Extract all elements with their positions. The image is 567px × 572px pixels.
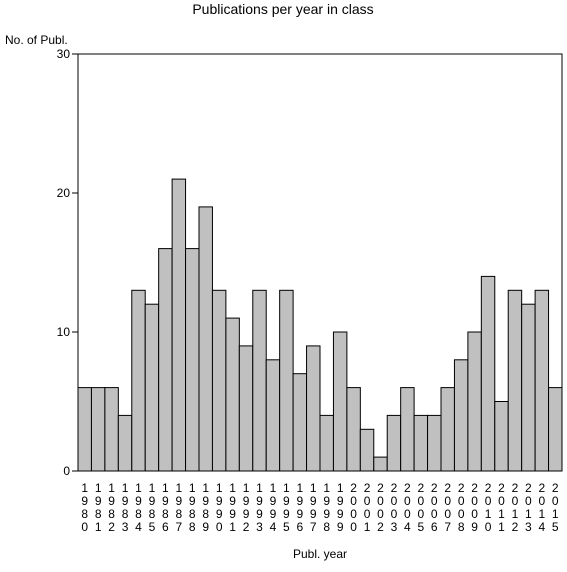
- bar: [373, 456, 388, 472]
- x-axis-label: Publ. year: [293, 547, 347, 561]
- bar: [144, 303, 160, 472]
- bar: [306, 345, 321, 472]
- y-tick-label: 10: [57, 325, 71, 339]
- bars: [77, 178, 563, 472]
- bar: [494, 401, 509, 472]
- chart-title: Publications per year in class: [192, 1, 373, 17]
- bar: [171, 178, 187, 472]
- bar: [346, 387, 361, 472]
- bar: [386, 414, 402, 472]
- bar: [225, 317, 240, 472]
- bar: [198, 206, 213, 472]
- bar: [158, 248, 173, 472]
- bar: [332, 331, 348, 472]
- bar: [279, 289, 294, 472]
- bar: [265, 359, 281, 472]
- y-axis-label: No. of Publ.: [5, 33, 68, 47]
- bar: [440, 387, 455, 472]
- bar: [359, 428, 375, 472]
- bar: [104, 387, 119, 472]
- bar: [548, 387, 563, 472]
- bar: [131, 289, 146, 472]
- bar: [534, 289, 550, 472]
- y-tick-label: 20: [57, 186, 71, 200]
- x-tick-labels: 1 9 8 0 1 9 8 1 1 9 8 2 1 9 8 3 1 9 8 4 1 9 8 5 1 9 8 6 1 9 8 7 1 9 8 8 1 9 8 9…: [81, 481, 559, 534]
- bar: [117, 414, 133, 472]
- bar: [413, 414, 429, 472]
- bar: [319, 414, 334, 472]
- bar: [467, 331, 482, 472]
- bar: [252, 289, 267, 472]
- bar: [211, 289, 227, 472]
- bar: [292, 373, 308, 472]
- bar: [400, 387, 415, 472]
- y-tick-label: 30: [57, 47, 71, 61]
- bar: [521, 303, 536, 472]
- bar: [480, 275, 496, 472]
- bar: [453, 359, 469, 472]
- bar: [427, 414, 442, 472]
- bar: [77, 387, 92, 472]
- bar: [185, 248, 200, 472]
- y-axis-ticks: 0 10 20 30: [57, 47, 78, 478]
- bar: [90, 387, 106, 472]
- bar: [238, 345, 254, 472]
- bar: [507, 289, 523, 472]
- y-tick-label: 0: [63, 464, 70, 478]
